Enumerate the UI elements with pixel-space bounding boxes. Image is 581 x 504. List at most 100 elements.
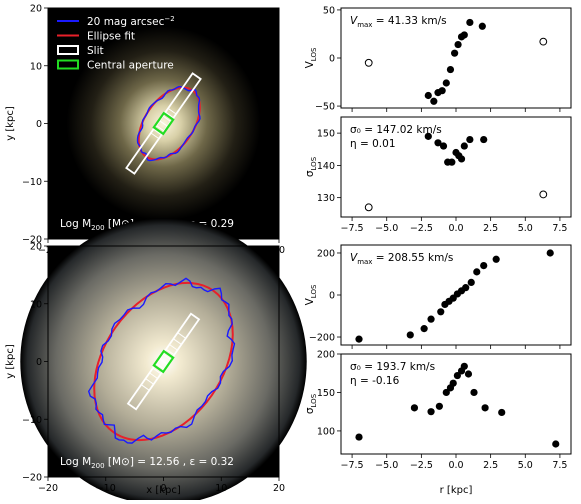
legend-patch-3 xyxy=(57,59,79,70)
outlier-point xyxy=(364,203,373,212)
data-point xyxy=(481,404,489,412)
panel-vlos-1: −50 0 50 VLOS Vmax = 41.33 km/s xyxy=(304,5,572,113)
slit-bin-edge xyxy=(140,384,150,391)
slit-bin-edge xyxy=(169,344,178,351)
y-tick-label: 100 xyxy=(317,426,335,437)
y-tick-label: 20 xyxy=(30,242,42,253)
slit-bin-edge xyxy=(177,332,187,339)
central-aperture xyxy=(152,111,175,136)
slit-bin-edge xyxy=(152,367,162,375)
data-point xyxy=(435,402,443,410)
slit-bin-edge xyxy=(167,107,177,115)
x-tick-label: 7.5 xyxy=(552,460,567,471)
data-point xyxy=(446,65,455,74)
outlier-point xyxy=(364,58,373,67)
mass-annotation: Log M200 [M⊙] = 12.56 , ε = 0.32 xyxy=(60,456,234,470)
slit-bin-edge xyxy=(145,378,154,385)
x-tick-label: 5.0 xyxy=(518,460,533,471)
x-tick-label: −2.5 xyxy=(410,460,433,471)
data-point xyxy=(427,315,435,323)
x-tick-label: −7.5 xyxy=(341,460,364,471)
slit xyxy=(125,72,202,175)
data-point xyxy=(449,379,457,387)
panel-annotation-line2: η = 0.01 xyxy=(350,138,396,150)
data-point xyxy=(460,362,468,370)
data-point xyxy=(478,22,486,30)
legend-label-3: Central aperture xyxy=(87,59,174,71)
x-tick-label: 0 xyxy=(160,483,166,494)
slit-bin-edge xyxy=(159,120,168,127)
data-point xyxy=(437,308,445,316)
data-point xyxy=(454,40,462,49)
y-tick-label: 0 xyxy=(36,119,42,130)
x-tick-label: 0.0 xyxy=(448,223,463,234)
data-point xyxy=(442,388,450,397)
data-point xyxy=(427,408,435,416)
y-tick-label: −20 xyxy=(22,473,42,484)
data-point xyxy=(460,142,468,150)
plot-frame xyxy=(340,116,572,218)
legend-label-0: 20 mag arcsec−2 xyxy=(87,15,175,28)
slit-bin-edge xyxy=(165,111,174,119)
y-tick-label: 0 xyxy=(329,54,335,65)
data-point xyxy=(420,325,428,333)
data-point xyxy=(470,388,478,397)
data-point xyxy=(424,132,432,140)
slit-bin-edge xyxy=(155,363,165,370)
y-tick-label: 50 xyxy=(323,5,335,16)
y-tick-label: 140 xyxy=(317,161,335,172)
data-point xyxy=(552,440,560,448)
data-point xyxy=(467,278,475,286)
outlier-point xyxy=(539,37,548,46)
y-tick-label: 10 xyxy=(30,61,42,72)
data-point xyxy=(460,31,468,39)
y-tick-label: 150 xyxy=(317,129,335,140)
y-axis-label: σLOS xyxy=(304,393,318,414)
data-point xyxy=(442,79,450,87)
x-tick-label: 0.0 xyxy=(448,460,463,471)
y-tick-label: 10 xyxy=(30,299,42,310)
data-point xyxy=(466,135,474,144)
y-axis-label: y [kpc] xyxy=(5,106,16,141)
x-tick-label: −5.0 xyxy=(375,460,398,471)
data-point xyxy=(480,135,488,144)
slit-bin-edge xyxy=(155,125,165,132)
y-tick-label: 0 xyxy=(329,291,335,302)
legend-label-1: Ellipse fit xyxy=(87,30,135,42)
x-tick-label: −10 xyxy=(96,483,116,494)
x-tick-label: −20 xyxy=(38,483,58,494)
y-tick-label: −200 xyxy=(309,333,335,344)
x-axis-label: x [kpc] xyxy=(146,485,181,496)
plot-frame xyxy=(340,353,572,455)
panel-vlos-2: −200 0 200 VLOS Vmax = 208.55 km/s xyxy=(304,244,572,349)
x-tick-label: −5.0 xyxy=(375,223,398,234)
slit-bin-edge xyxy=(173,338,182,345)
data-point xyxy=(457,155,466,163)
y-tick-label: −10 xyxy=(22,415,42,426)
y-axis-label: σLOS xyxy=(304,156,318,177)
y-tick-label: −50 xyxy=(315,102,335,113)
plot-frame xyxy=(340,7,572,109)
legend-label-2: Slit xyxy=(87,45,104,57)
data-point xyxy=(410,404,419,412)
panel-annotation-line1: σ₀ = 193.7 km/s xyxy=(350,361,435,373)
y-tick-label: 130 xyxy=(317,193,335,204)
x-tick-label: 2.5 xyxy=(483,223,498,234)
slit-bin-edge xyxy=(149,372,158,379)
x-tick-label: −7.5 xyxy=(341,223,364,234)
data-point xyxy=(498,408,506,417)
legend: 20 mag arcsec−2 Ellipse fit Slit Central ap… xyxy=(57,15,175,71)
x-tick-label: 2.5 xyxy=(483,460,498,471)
data-point xyxy=(466,18,474,27)
x-tick-label: 7.5 xyxy=(552,223,567,234)
panel-annotation-line1: σ₀ = 147.02 km/s xyxy=(350,124,442,136)
slit-bin-edge xyxy=(153,128,162,136)
data-point xyxy=(451,49,459,57)
x-tick-label: −2.5 xyxy=(410,223,433,234)
data-point xyxy=(438,87,446,95)
data-point xyxy=(546,249,554,257)
panel-annotation-line2: η = -0.16 xyxy=(350,375,400,387)
